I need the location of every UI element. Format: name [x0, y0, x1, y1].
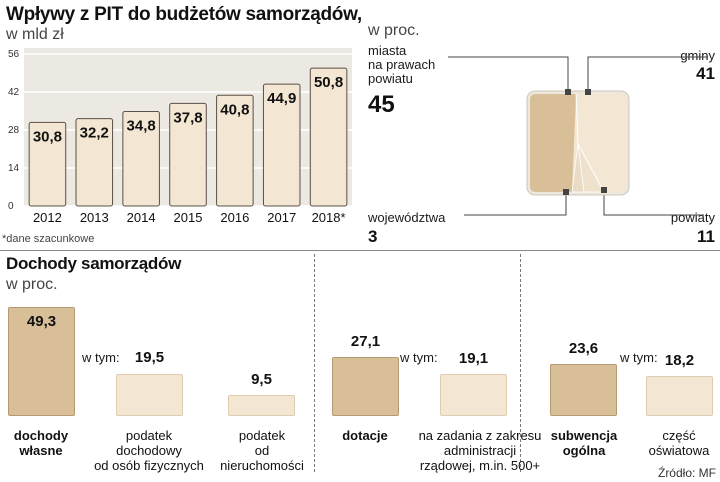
y-tick-label: 56: [8, 49, 20, 60]
marker-miasta: [565, 89, 571, 95]
bar-pit: [116, 374, 183, 416]
label-dochody-wlasne: dochody własne: [13, 428, 69, 458]
data-label: 37,8: [173, 109, 202, 126]
wtym-1: w tym:: [82, 350, 120, 365]
value-wojewodztwa: 3: [368, 227, 378, 246]
chart1-footnote: *dane szacunkowe: [2, 233, 95, 245]
label-wojewodztwa: województwa: [368, 210, 446, 225]
x-tick-label: 2015: [174, 210, 203, 225]
data-label: 40,8: [220, 101, 249, 118]
value-oswiatowa: 18,2: [664, 352, 695, 369]
wtym-2: w tym:: [400, 350, 438, 365]
data-label: 34,8: [127, 118, 156, 135]
x-tick-label: 2017: [267, 210, 296, 225]
bar-dotacje: [332, 357, 399, 416]
chart3-unit: w proc.: [6, 276, 58, 293]
data-label: 50,8: [314, 74, 343, 91]
leader-powiaty: [603, 190, 704, 216]
bar-subwencja: [550, 364, 617, 416]
bar-2017: [262, 83, 301, 207]
value-dochody-wlasne: 49,3: [26, 313, 57, 330]
leader-gminy: [587, 56, 708, 92]
source: Źródło: MF: [657, 466, 716, 480]
value-nieruchomosci: 9,5: [251, 371, 272, 388]
bar-nieruchomosci: [228, 395, 295, 416]
segment-edge: [577, 143, 605, 193]
label-pit: podatek dochodowy od osób fizycznych: [94, 428, 204, 473]
wtym-3: w tym:: [620, 350, 658, 365]
bar-2014: [122, 111, 160, 207]
marker-wojewodztwa: [563, 189, 569, 195]
y-tick-label: 0: [8, 201, 14, 212]
chart1-unit: w mld zł: [6, 26, 64, 43]
x-tick-label: 2014: [127, 210, 156, 225]
x-tick-label: 2016: [220, 210, 249, 225]
x-tick-label: 2018*: [312, 210, 346, 225]
label-subwencja: subwencja ogólna: [550, 428, 618, 458]
label-gminy: gminy: [680, 48, 715, 63]
y-tick-label: 42: [8, 87, 20, 98]
divider-1: [314, 254, 315, 472]
bar-dochody-wlasne: [8, 307, 75, 416]
x-tick-label: 2012: [33, 210, 62, 225]
bar-zadania: [440, 374, 507, 416]
y-tick-label: 14: [8, 163, 20, 174]
bar-2012: [28, 121, 67, 207]
x-tick-label: 2013: [80, 210, 109, 225]
segment-edge: [575, 93, 579, 145]
data-label: 32,2: [80, 125, 109, 142]
label-nieruchomosci: podatek od nieruchomości: [220, 428, 304, 473]
bar-2018*: [309, 67, 348, 207]
bar-2015: [169, 102, 207, 207]
value-dotacje: 27,1: [350, 333, 381, 350]
data-label: 44,9: [267, 90, 296, 107]
chart1-title: Wpływy z PIT do budżetów samorządów,: [6, 4, 362, 25]
value-zadania: 19,1: [458, 350, 489, 367]
pit-bar-chart: 56 42 28 14 0 30,8 2012 32,2 2013 34,8 2014 37,8 201…: [8, 48, 352, 225]
label-zadania: na zadania z zakresu administracji rządo…: [418, 428, 542, 473]
bar-2016: [216, 94, 254, 207]
bar-oswiatowa: [646, 376, 713, 416]
value-gminy: 41: [696, 64, 715, 83]
bar-2013: [75, 118, 114, 207]
segment-miasta: [530, 94, 577, 192]
data-label: 30,8: [33, 128, 62, 145]
section-divider: [0, 250, 720, 251]
label-oswiatowa: część oświatowa: [648, 428, 710, 458]
label-dotacje: dotacje: [342, 428, 388, 443]
marker-powiaty: [601, 187, 607, 193]
leader-miasta: [448, 56, 569, 92]
label-miasta: miasta na prawach powiatu: [368, 43, 436, 86]
leader-wojewodztwa: [464, 192, 567, 216]
marker-gminy: [585, 89, 591, 95]
divider-2: [520, 254, 521, 472]
chart2-unit: w proc.: [368, 22, 420, 39]
chart3-title: Dochody samorządów: [6, 254, 182, 273]
y-tick-label: 28: [8, 125, 20, 136]
value-pit: 19,5: [134, 349, 165, 366]
value-subwencja: 23,6: [568, 340, 599, 357]
division-diagram: [448, 56, 708, 216]
label-powiaty: powiaty: [670, 210, 715, 225]
value-miasta: 45: [368, 91, 395, 118]
value-powiaty: 11: [697, 227, 715, 246]
